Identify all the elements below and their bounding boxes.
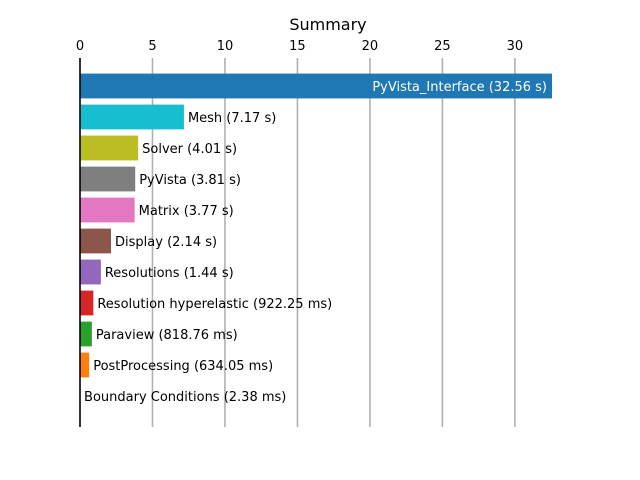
bar [80, 321, 92, 347]
bar-label: Paraview (818.76 ms) [96, 328, 238, 343]
x-axis-ticks: 0 5 10 15 20 25 30 [76, 39, 523, 54]
bar-label: Resolution hyperelastic (922.25 ms) [97, 297, 332, 312]
x-tick-label: 30 [507, 39, 524, 54]
bar-label: Boundary Conditions (2.38 ms) [84, 390, 286, 405]
x-tick-label: 5 [148, 39, 156, 54]
chart-title: Summary [289, 15, 366, 34]
bar-labels: PyVista_Interface (32.56 s) Mesh (7.17 s)… [84, 80, 547, 405]
bar [80, 197, 135, 223]
x-tick-label: 15 [289, 39, 306, 54]
bar [80, 73, 552, 99]
bar-label: Mesh (7.17 s) [188, 111, 276, 126]
bar [80, 290, 94, 316]
bar-label: PyVista (3.81 s) [139, 173, 241, 188]
x-tick-label: 25 [434, 39, 451, 54]
bar-label: Solver (4.01 s) [142, 142, 237, 157]
bar [80, 228, 112, 254]
bar-label: PyVista_Interface (32.56 s) [372, 80, 547, 95]
bar-label: Matrix (3.77 s) [139, 204, 234, 219]
bar [80, 135, 139, 161]
bar-label: PostProcessing (634.05 ms) [93, 359, 273, 374]
x-tick-label: 20 [362, 39, 379, 54]
x-tick-label: 10 [217, 39, 234, 54]
bar [80, 352, 90, 378]
bars [80, 73, 552, 409]
bar-label: Resolutions (1.44 s) [105, 266, 234, 281]
bar [80, 166, 136, 192]
bar [80, 259, 101, 285]
x-tick-label: 0 [76, 39, 84, 54]
bar [80, 104, 184, 130]
bar-label: Display (2.14 s) [115, 235, 217, 250]
grid-lines [151, 58, 516, 427]
